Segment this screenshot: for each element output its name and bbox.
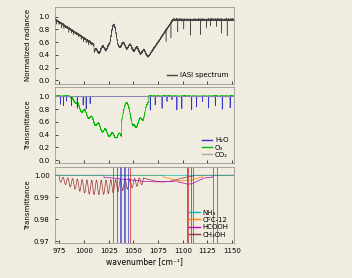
Y-axis label: Normalized radiance: Normalized radiance — [25, 9, 31, 81]
Legend: NH₃, CFC-12, HCOOH, CH₃OH: NH₃, CFC-12, HCOOH, CH₃OH — [187, 207, 231, 240]
X-axis label: wavenumber [cm⁻¹]: wavenumber [cm⁻¹] — [106, 257, 183, 266]
Legend: IASI spectrum: IASI spectrum — [165, 70, 231, 80]
Y-axis label: Transmittance: Transmittance — [25, 100, 31, 150]
Legend: H₂O, O₃, CO₂: H₂O, O₃, CO₂ — [200, 135, 231, 160]
Y-axis label: Transmittance: Transmittance — [25, 180, 31, 230]
